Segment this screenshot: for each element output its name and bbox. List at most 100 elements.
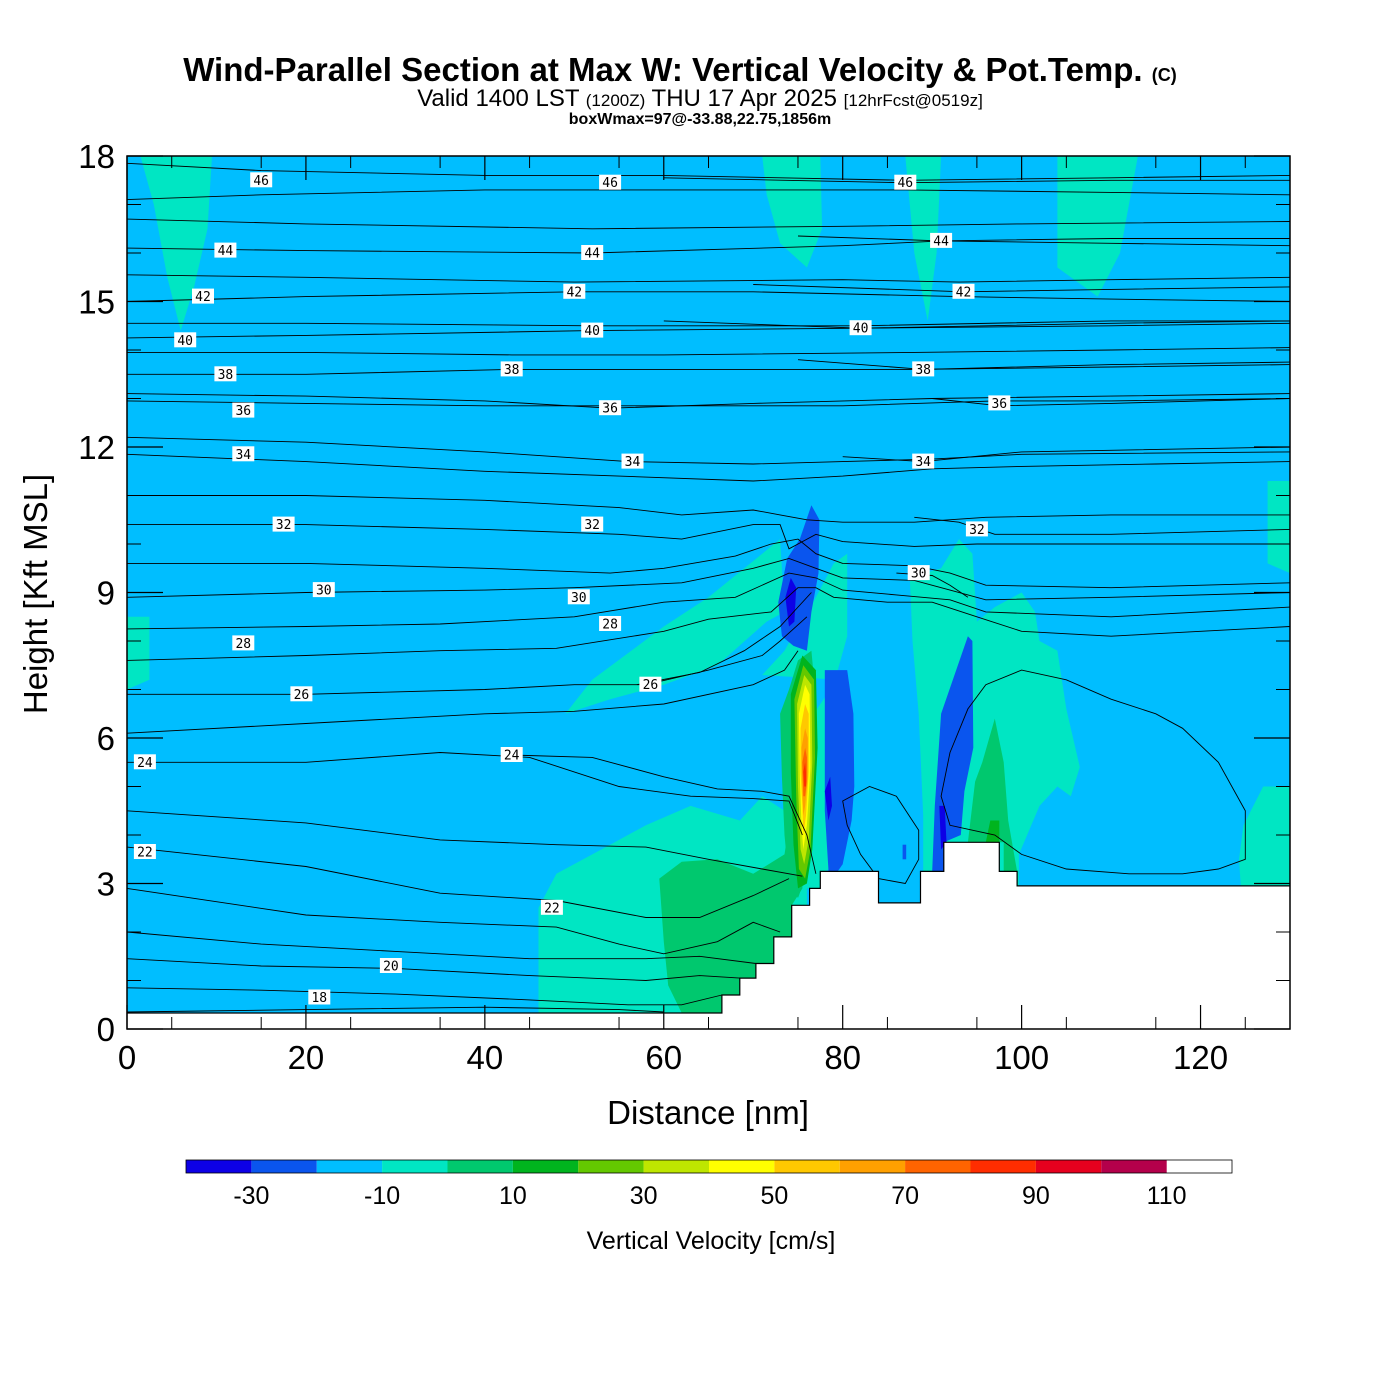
contour-label: 40 xyxy=(584,324,600,339)
isentrope-36-25 xyxy=(932,398,1290,407)
isentrope-34-21 xyxy=(127,436,1290,465)
contour-label: 42 xyxy=(566,285,582,300)
isentrope-40-31 xyxy=(663,320,1290,329)
contour-label-box xyxy=(965,521,988,537)
contour-label: 32 xyxy=(276,518,292,533)
isentrope-32-19 xyxy=(914,516,1290,535)
contour-label: 38 xyxy=(915,363,931,378)
colorbar-tick-label: 110 xyxy=(1147,1182,1187,1210)
contour-label-box xyxy=(379,958,402,973)
velocity-region-23 xyxy=(824,670,855,884)
contour-label: 44 xyxy=(584,247,600,262)
y-tick-label: 6 xyxy=(97,720,115,757)
contour-label-box xyxy=(988,395,1011,411)
colorbar-label: Vertical Velocity [cm/s] xyxy=(587,1227,836,1255)
colorbar-tick-label: 70 xyxy=(891,1182,919,1210)
isentrope-36-23 xyxy=(127,398,1290,407)
contour-label: 24 xyxy=(137,756,153,771)
contour-label-box xyxy=(290,686,313,702)
closed-isentrope-0 xyxy=(842,786,920,885)
closed-isentrope-1 xyxy=(940,669,1246,875)
isentrope-38-28 xyxy=(797,359,1290,370)
isentrope-30-14 xyxy=(127,558,1290,601)
contour-label-box xyxy=(250,172,273,188)
isentrope-26-9 xyxy=(127,650,799,734)
isentrope-36-24 xyxy=(127,393,1290,409)
velocity-region-28 xyxy=(939,805,947,850)
isentrope-42-34 xyxy=(753,284,1290,293)
velocity-region-14 xyxy=(985,820,1000,843)
velocity-region-0 xyxy=(140,156,212,331)
isentrope-42-33 xyxy=(127,274,1290,283)
contour-label-box xyxy=(133,754,156,770)
velocity-region-2 xyxy=(762,156,823,268)
contour-label-box xyxy=(174,332,197,348)
contour-label-box xyxy=(232,446,255,462)
isentrope-32-18 xyxy=(127,495,1290,523)
colorbar-swatch xyxy=(970,1160,1036,1173)
contour-label: 26 xyxy=(643,678,659,693)
contour-label-box xyxy=(621,453,644,469)
colorbar-frame xyxy=(185,1159,1233,1174)
colorbar-swatch xyxy=(839,1160,906,1173)
isentrope-18-1 xyxy=(127,987,723,1006)
contour-label: 36 xyxy=(602,402,618,417)
contour-label-box xyxy=(581,516,604,532)
x-tick-label: 40 xyxy=(466,1039,503,1076)
contour-label: 22 xyxy=(137,846,153,861)
colorbar-swatch xyxy=(251,1160,317,1173)
contour-label-box xyxy=(540,899,563,915)
isentrope-26-11 xyxy=(636,592,812,686)
contour-label-box xyxy=(312,582,335,598)
contour-label: 28 xyxy=(235,637,251,652)
contour-label-box xyxy=(500,361,523,377)
isentrope-46-40 xyxy=(663,177,1290,184)
y-axis-label: Height [Kft MSL] xyxy=(17,474,54,714)
contour-labels: 18 20 22 22 24 24 26 26 28 28 30 30 30 32 32 32 34 34 34 36… xyxy=(133,172,1011,1006)
contour-label-box xyxy=(232,635,255,651)
contour-label: 26 xyxy=(294,688,310,703)
velocity-region-10 xyxy=(659,762,803,1013)
x-tick-label: 20 xyxy=(288,1039,325,1076)
isentrope-34-22 xyxy=(842,446,1290,463)
velocity-region-21 xyxy=(803,762,806,787)
contour-label: 46 xyxy=(897,176,913,191)
x-axis-label: Distance [nm] xyxy=(607,1094,809,1131)
colorbar-swatch xyxy=(709,1160,775,1173)
velocity-region-1 xyxy=(127,616,150,690)
contour-label: 22 xyxy=(544,901,560,916)
contour-label: 40 xyxy=(177,334,193,349)
contour-label: 20 xyxy=(383,960,399,975)
contour-label: 30 xyxy=(911,567,927,582)
isentrope-38-27 xyxy=(127,347,1290,356)
colorbar-swatch xyxy=(643,1160,709,1173)
colorbar-swatch xyxy=(512,1160,579,1173)
velocity-region-5 xyxy=(1267,481,1290,574)
contour-label-box xyxy=(272,516,295,532)
velocity-region-27 xyxy=(824,776,832,821)
colorbar-swatch xyxy=(578,1160,644,1173)
colorbar-swatch xyxy=(774,1160,840,1173)
isentrope-46-38 xyxy=(127,189,1290,201)
contour-label: 18 xyxy=(311,991,327,1006)
colorbar-swatch xyxy=(382,1160,448,1173)
chart-subtitle: Valid 1400 LST (1200Z) THU 17 Apr 2025 [… xyxy=(417,85,983,112)
isentrope-38-26 xyxy=(127,364,1290,375)
contour-label-box xyxy=(581,245,604,260)
contour-label-box xyxy=(599,174,622,190)
contour-label-box xyxy=(232,402,255,418)
contour-label: 46 xyxy=(253,174,269,189)
isentrope-24-8 xyxy=(511,754,817,874)
isentrope-20-3 xyxy=(127,931,756,964)
colorbar-swatch xyxy=(447,1160,513,1173)
isentrope-28-12 xyxy=(127,587,1290,661)
colorbar-swatch xyxy=(186,1160,252,1173)
y-tick-label: 12 xyxy=(78,429,115,466)
contour-label: 38 xyxy=(504,363,520,378)
contour-label: 38 xyxy=(218,368,234,383)
colorbar-swatch xyxy=(905,1160,971,1173)
contour-label-box xyxy=(308,989,331,1005)
colorbar-tick-label: 30 xyxy=(630,1182,658,1210)
contour-label: 42 xyxy=(195,290,211,305)
